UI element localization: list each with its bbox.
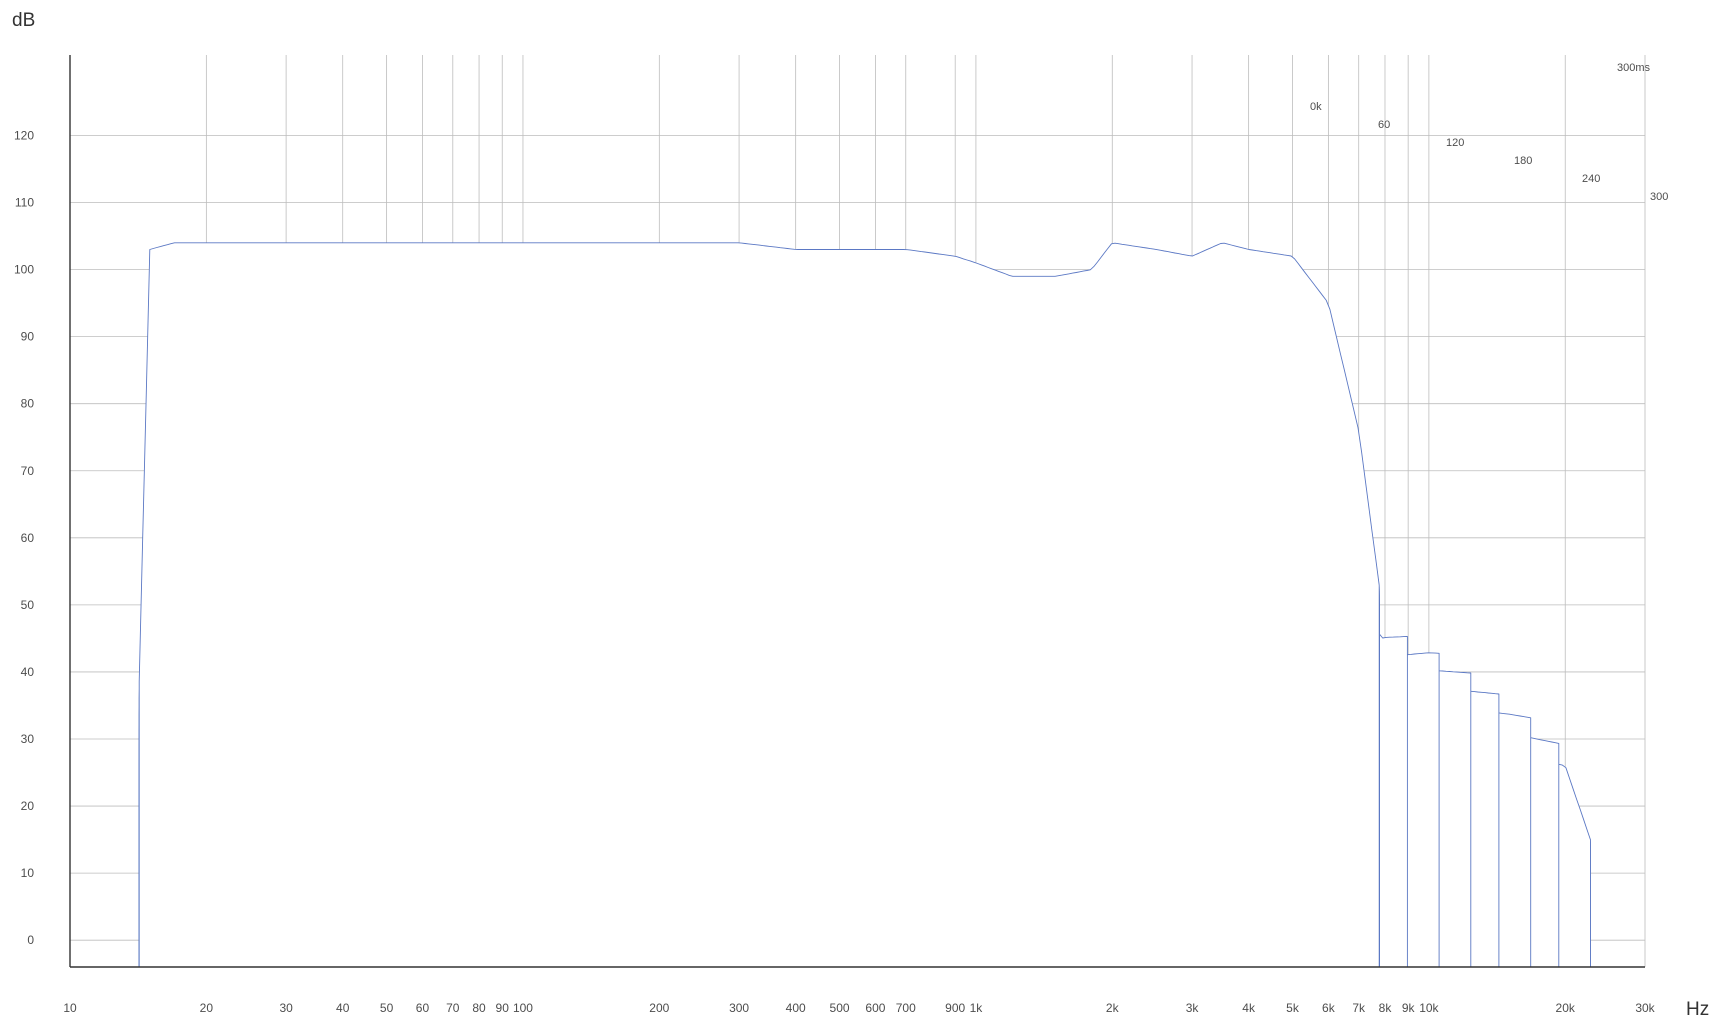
axes xyxy=(69,55,1645,968)
time-slice-label: 240 xyxy=(1582,173,1600,185)
time-slice-label: 60 xyxy=(1378,119,1390,131)
x-tick-label: 400 xyxy=(786,1001,806,1015)
x-tick-label: 80 xyxy=(472,1001,486,1015)
y-tick-label: 20 xyxy=(21,799,35,813)
x-tick-label: 300 xyxy=(729,1001,749,1015)
y-tick-labels: 0 10 20 30 40 50 60 70 80 90 100 110 120 xyxy=(14,128,34,947)
time-slice-label: 180 xyxy=(1514,155,1532,167)
x-tick-label: 10 xyxy=(63,1001,77,1015)
x-tick-label: 30k xyxy=(1635,1001,1655,1015)
time-slice-labels: 0k 60 120 180 240 300 xyxy=(1310,101,1668,203)
y-tick-label: 110 xyxy=(15,196,34,210)
x-tick-label: 70 xyxy=(446,1001,460,1015)
x-tick-label: 700 xyxy=(896,1001,916,1015)
y-tick-label: 90 xyxy=(21,330,35,344)
x-tick-label: 60 xyxy=(416,1001,430,1015)
x-tick-label: 200 xyxy=(649,1001,669,1015)
x-tick-label: 30 xyxy=(279,1001,293,1015)
y-tick-label: 100 xyxy=(14,263,34,277)
x-tick-label: 7k xyxy=(1352,1001,1366,1015)
x-tick-label: 900 xyxy=(945,1001,965,1015)
y-tick-label: 70 xyxy=(21,464,35,478)
waterfall-slices xyxy=(138,242,1591,968)
time-slice-label: 300 xyxy=(1650,191,1668,203)
x-tick-label: 6k xyxy=(1322,1001,1336,1015)
x-tick-label: 5k xyxy=(1286,1001,1300,1015)
y-tick-label: 30 xyxy=(21,732,35,746)
x-tick-label: 600 xyxy=(865,1001,885,1015)
x-tick-label: 40 xyxy=(336,1001,350,1015)
waterfall-slice xyxy=(138,242,1380,968)
y-tick-label: 120 xyxy=(14,128,34,142)
y-tick-label: 80 xyxy=(21,397,35,411)
x-tick-label: 8k xyxy=(1379,1001,1393,1015)
x-tick-label: 50 xyxy=(380,1001,394,1015)
time-slice-label: 0k xyxy=(1310,101,1322,113)
y-unit-label: dB xyxy=(12,10,35,31)
time-unit-label: 300ms xyxy=(1617,62,1651,74)
time-slice-label: 120 xyxy=(1446,137,1464,149)
x-tick-label: 20 xyxy=(200,1001,214,1015)
x-tick-label: 1k xyxy=(970,1001,984,1015)
x-tick-label: 4k xyxy=(1242,1001,1256,1015)
x-tick-labels: 10 20 30 40 50 60 70 80 90 100 200 300 400 500 600 700 9… xyxy=(63,1001,1655,1015)
y-tick-label: 60 xyxy=(21,531,35,545)
x-tick-label: 10k xyxy=(1419,1001,1439,1015)
x-tick-label: 500 xyxy=(830,1001,850,1015)
x-tick-label: 100 xyxy=(513,1001,533,1015)
y-tick-label: 50 xyxy=(21,598,35,612)
x-tick-label: 90 xyxy=(496,1001,510,1015)
x-unit-label: Hz xyxy=(1686,999,1709,1020)
x-tick-label: 9k xyxy=(1402,1001,1416,1015)
x-tick-label: 20k xyxy=(1556,1001,1576,1015)
y-tick-label: 0 xyxy=(27,933,34,947)
x-tick-label: 3k xyxy=(1186,1001,1200,1015)
y-tick-label: 10 xyxy=(21,866,35,880)
y-tick-label: 40 xyxy=(21,665,35,679)
x-tick-label: 2k xyxy=(1106,1001,1120,1015)
